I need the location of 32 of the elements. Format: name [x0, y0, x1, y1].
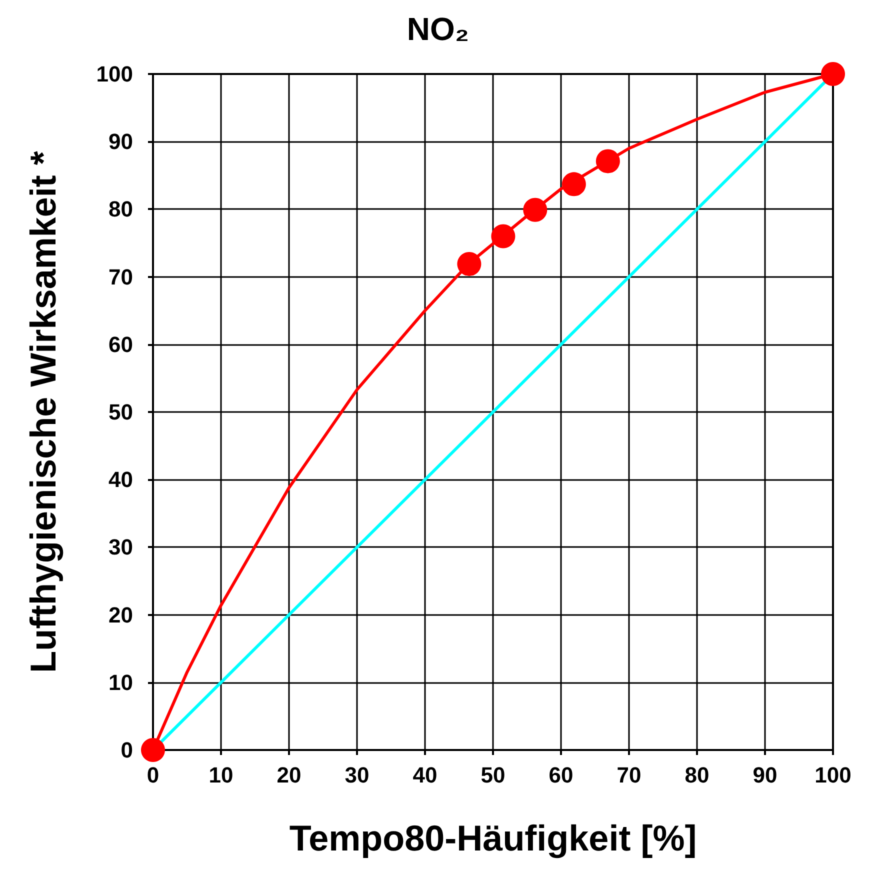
y-tick-label: 100 [96, 62, 133, 86]
y-tick-label: 20 [108, 602, 133, 628]
x-tick-label: 20 [276, 762, 302, 788]
point [141, 738, 165, 762]
point [457, 252, 482, 276]
y-axis-title: Lufthygienische Wirksamkeit * [22, 151, 64, 673]
x-tick-label: 50 [480, 762, 506, 788]
point [596, 149, 620, 174]
y-tick-label: 70 [108, 264, 133, 290]
y-tick-label: 30 [108, 534, 133, 560]
x-tick-label: 100 [814, 762, 852, 788]
chart-title: NO₂ [406, 11, 470, 47]
x-tick-label: 70 [616, 762, 642, 788]
y-tick-label: 80 [108, 196, 133, 222]
y-tick-label: 60 [108, 332, 133, 357]
y-tick-label: 0 [120, 738, 133, 762]
point [562, 172, 586, 196]
x-axis-title: Tempo80-Häufigkeit [%] [289, 818, 697, 858]
x-tick-label: 90 [752, 762, 778, 788]
x-tick-label: 80 [684, 762, 710, 788]
point [523, 198, 548, 222]
point [821, 62, 845, 86]
y-tick-label: 10 [108, 670, 133, 695]
y-tick-label: 50 [108, 400, 133, 424]
x-tick-label: 40 [412, 762, 438, 788]
point [491, 224, 516, 248]
x-tick-label: 60 [548, 762, 574, 788]
x-tick-label: 0 [146, 762, 160, 788]
x-tick-label: 10 [208, 762, 234, 788]
y-tick-label: 40 [108, 467, 133, 492]
y-tick-label: 90 [108, 129, 133, 154]
x-tick-label: 30 [344, 762, 370, 788]
